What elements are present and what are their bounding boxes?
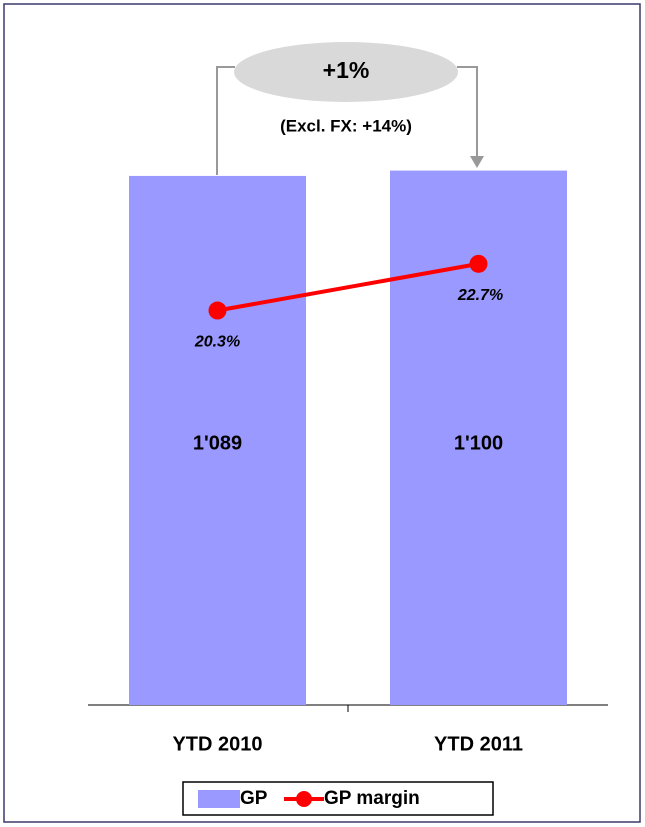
- x-tick-label: YTD 2011: [434, 733, 523, 755]
- line: [217, 261, 479, 313]
- annotation-bubble: [234, 42, 458, 102]
- line-marker: [208, 301, 227, 320]
- line-marker: [469, 254, 488, 273]
- data-label: 22.7%: [457, 287, 503, 304]
- data-label: 1'089: [193, 432, 242, 454]
- data-label: 20.3%: [194, 334, 240, 351]
- bracket: [216, 66, 235, 175]
- arrow-head: [470, 156, 484, 168]
- annotation: (Excl. FX: +14%): [280, 116, 412, 135]
- legend-label: GP margin: [324, 788, 420, 809]
- x-tick-label: YTD 2010: [172, 733, 262, 755]
- bracket: [457, 66, 478, 158]
- data-label: 1'100: [454, 432, 503, 454]
- legend-swatch: [198, 790, 240, 808]
- bar: [129, 175, 306, 706]
- legend-label: GP: [240, 788, 268, 809]
- annotation: +1%: [323, 57, 370, 83]
- legend-swatch: [296, 791, 312, 807]
